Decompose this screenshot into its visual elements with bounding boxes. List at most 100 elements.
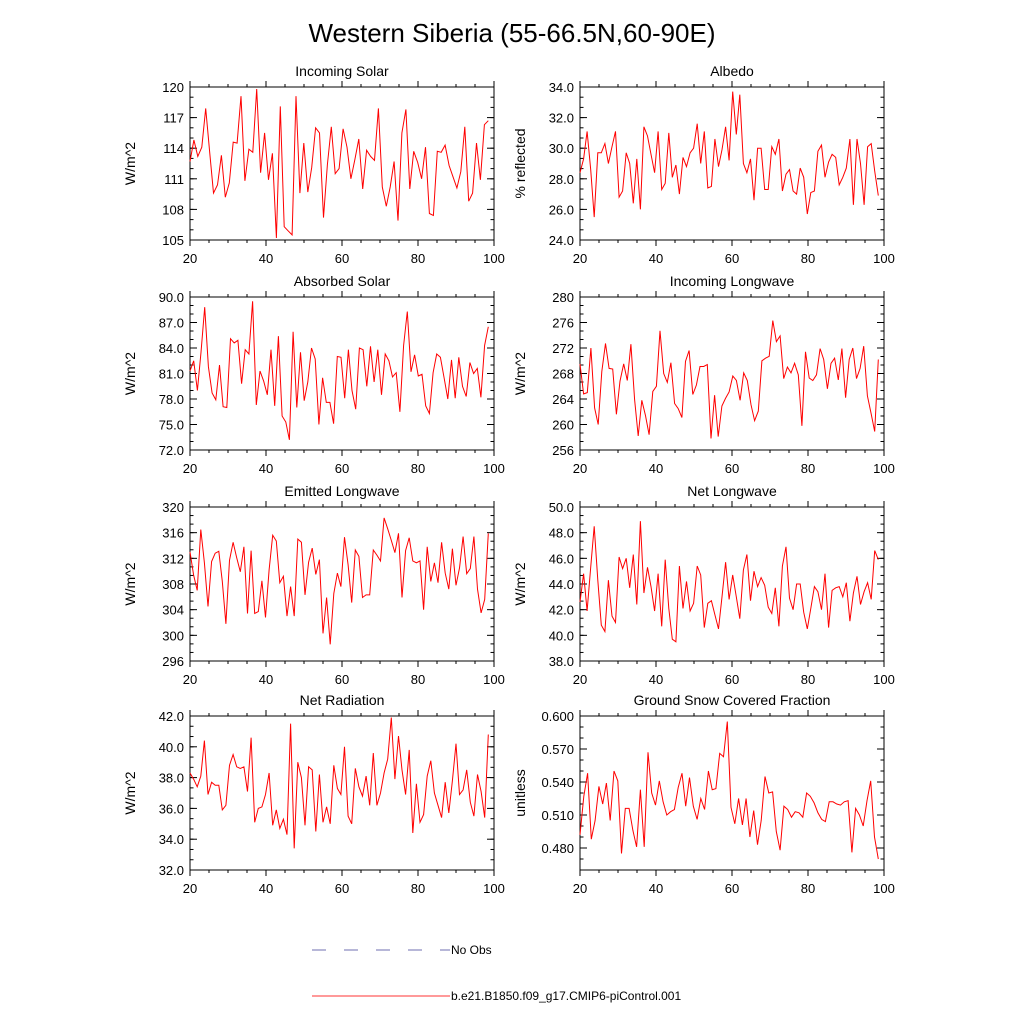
- y-tick-label: 114: [163, 141, 184, 156]
- x-tick-label: 100: [483, 672, 505, 687]
- y-tick-label: 38.0: [549, 654, 574, 669]
- y-tick-label: 42.0: [159, 709, 184, 724]
- panel-title: Ground Snow Covered Fraction: [634, 692, 831, 708]
- series-line-0: [579, 91, 879, 218]
- y-axis-label: unitless: [512, 769, 528, 816]
- y-tick-label: 120: [162, 80, 184, 95]
- x-tick-label: 40: [649, 672, 663, 687]
- x-tick-label: 100: [873, 251, 895, 266]
- series-line-0: [579, 721, 879, 860]
- y-tick-label: 296: [162, 654, 184, 669]
- x-tick-label: 20: [183, 461, 197, 476]
- y-tick-label: 280: [552, 290, 574, 305]
- y-tick-label: 87.0: [159, 316, 184, 331]
- y-tick-label: 75.0: [159, 418, 184, 433]
- y-tick-label: 50.0: [549, 500, 574, 515]
- panel-1: Albedo % reflected 24.0 26.0 28.0 30.0 32.0 34.…: [512, 63, 895, 266]
- y-axis-label: W/m^2: [512, 352, 528, 395]
- y-tick-label: 90.0: [159, 290, 184, 305]
- y-tick-label: 26.0: [549, 202, 574, 217]
- legend-label-model: b.e21.B1850.f09_g17.CMIP6-piControl.001: [451, 989, 681, 1003]
- x-tick-label: 80: [411, 672, 425, 687]
- y-tick-label: 24.0: [549, 233, 574, 248]
- series-line-0: [189, 517, 489, 645]
- x-tick-label: 80: [801, 672, 815, 687]
- x-tick-label: 60: [725, 251, 739, 266]
- y-axis-label: W/m^2: [122, 771, 138, 814]
- x-tick-label: 40: [649, 251, 663, 266]
- plot-frame: [189, 715, 495, 871]
- panel-6: Net Radiation W/m^2 32.0 34.0 36.0 38.0 40.0 42…: [122, 692, 505, 896]
- x-tick-label: 20: [183, 251, 197, 266]
- panel-title: Net Longwave: [687, 483, 777, 499]
- x-tick-label: 100: [873, 461, 895, 476]
- panel-title: Incoming Solar: [295, 63, 389, 79]
- panel-5: Net Longwave W/m^2 38.0 40.0 42.0 44.0 46.0 48.…: [512, 483, 895, 687]
- y-tick-label: 268: [552, 367, 574, 382]
- x-tick-label: 40: [649, 881, 663, 896]
- x-tick-label: 60: [335, 881, 349, 896]
- panel-title: Incoming Longwave: [670, 273, 795, 289]
- plot-frame: [579, 715, 885, 871]
- x-tick-label: 20: [573, 461, 587, 476]
- x-tick-label: 100: [873, 672, 895, 687]
- y-tick-label: 81.0: [159, 367, 184, 382]
- y-tick-label: 32.0: [159, 863, 184, 878]
- panel-title: Emitted Longwave: [284, 483, 399, 499]
- panel-title: Albedo: [710, 63, 754, 79]
- x-tick-label: 20: [573, 881, 587, 896]
- y-tick-label: 320: [162, 500, 184, 515]
- x-tick-label: 80: [411, 881, 425, 896]
- y-axis-label: W/m^2: [122, 142, 138, 185]
- x-tick-label: 80: [801, 881, 815, 896]
- y-tick-label: 44.0: [549, 577, 574, 592]
- y-tick-label: 272: [552, 341, 574, 356]
- series-line-0: [579, 521, 879, 643]
- y-tick-label: 276: [552, 316, 574, 331]
- x-tick-label: 60: [335, 251, 349, 266]
- x-tick-label: 40: [259, 672, 273, 687]
- x-tick-label: 20: [183, 881, 197, 896]
- x-tick-label: 80: [801, 461, 815, 476]
- y-tick-label: 30.0: [549, 141, 574, 156]
- y-tick-label: 38.0: [159, 771, 184, 786]
- panel-3: Incoming Longwave W/m^2 256 260 264 268 272 276…: [512, 273, 895, 476]
- y-tick-label: 316: [162, 526, 184, 541]
- y-tick-label: 105: [162, 233, 184, 248]
- x-tick-label: 80: [411, 461, 425, 476]
- y-axis-label: % reflected: [512, 128, 528, 198]
- y-tick-label: 0.480: [541, 841, 574, 856]
- y-axis-label: W/m^2: [122, 562, 138, 605]
- y-tick-label: 256: [552, 443, 574, 458]
- x-tick-label: 100: [483, 251, 505, 266]
- y-tick-label: 42.0: [549, 603, 574, 618]
- y-tick-label: 72.0: [159, 443, 184, 458]
- panels: Incoming Solar W/m^2 105 108 111 114 117 120 20 4…: [122, 63, 895, 896]
- series-line-0: [189, 717, 489, 849]
- y-tick-label: 48.0: [549, 526, 574, 541]
- x-tick-label: 60: [725, 672, 739, 687]
- y-tick-label: 312: [162, 551, 184, 566]
- figure-title: Western Siberia (55-66.5N,60-90E): [308, 18, 715, 48]
- x-tick-label: 60: [725, 461, 739, 476]
- y-tick-label: 40.0: [159, 740, 184, 755]
- y-tick-label: 111: [164, 172, 184, 187]
- legend: No Obs b.e21.B1850.f09_g17.CMIP6-piContr…: [312, 943, 681, 1003]
- x-tick-label: 80: [411, 251, 425, 266]
- series-line-0: [579, 320, 879, 439]
- x-tick-label: 40: [649, 461, 663, 476]
- plot-frame: [189, 506, 495, 662]
- series-line-0: [189, 88, 489, 239]
- y-tick-label: 0.540: [541, 775, 574, 790]
- y-tick-label: 28.0: [549, 172, 574, 187]
- y-tick-label: 34.0: [549, 80, 574, 95]
- y-axis-label: W/m^2: [122, 352, 138, 395]
- y-tick-label: 304: [162, 603, 184, 618]
- y-tick-label: 84.0: [159, 341, 184, 356]
- x-tick-label: 20: [573, 672, 587, 687]
- panel-4: Emitted Longwave W/m^2 296 300 304 308 312 316 3…: [122, 483, 505, 687]
- y-tick-label: 40.0: [549, 628, 574, 643]
- plot-frame: [579, 506, 885, 662]
- y-tick-label: 260: [552, 418, 574, 433]
